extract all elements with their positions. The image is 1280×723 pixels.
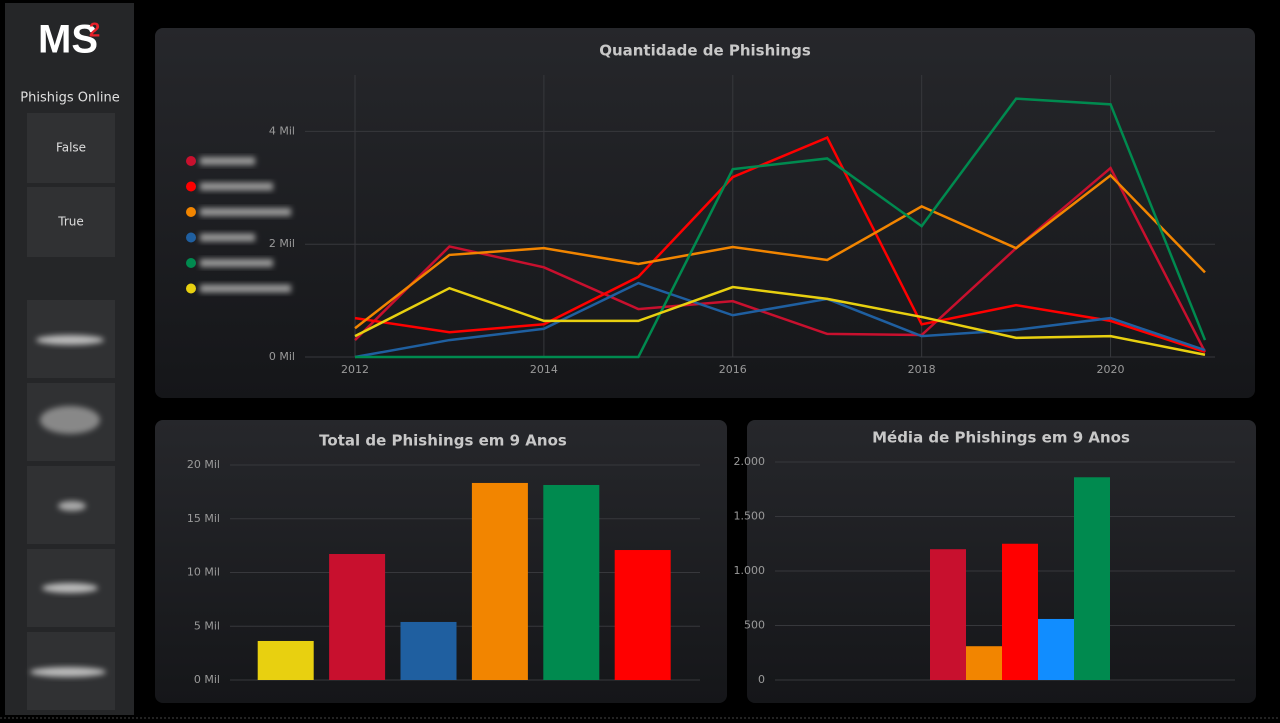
legend-blur (200, 208, 291, 216)
y-tick-label: 0 (758, 673, 765, 686)
filter-label[interactable]: True (57, 215, 84, 229)
legend-marker (186, 232, 196, 243)
y-tick-label: 4 Mil (269, 124, 295, 137)
x-tick-label: 2016 (719, 363, 747, 376)
line-series (354, 166, 1207, 353)
bar (471, 482, 528, 680)
x-tick-label: 2012 (341, 363, 369, 376)
bar (257, 640, 314, 680)
bar (1038, 618, 1074, 680)
legend-blur (200, 157, 255, 165)
x-tick-label: 2020 (1097, 363, 1125, 376)
legend-marker (186, 181, 196, 192)
y-tick-label: 500 (744, 619, 765, 632)
chart-title: Total de Phishings em 9 Anos (319, 432, 567, 450)
y-tick-label: 0 Mil (269, 350, 295, 363)
blurred-thumbnails (27, 300, 115, 710)
line-series (354, 285, 1206, 356)
y-tick-label: 15 Mil (187, 512, 220, 525)
logo-sup: 2 (89, 19, 100, 41)
bar (400, 621, 457, 680)
y-tick-label: 10 Mil (187, 566, 220, 579)
bar (614, 550, 671, 680)
legend-marker (186, 156, 196, 166)
legend-blur (200, 233, 255, 242)
line-series (354, 281, 1206, 359)
legend-marker (186, 207, 196, 217)
y-tick-label: 0 Mil (194, 673, 220, 686)
filter-button[interactable] (27, 113, 115, 183)
legend-marker (186, 258, 196, 268)
legend-blur (200, 259, 273, 267)
legend-blur (200, 284, 291, 293)
y-tick-label: 2 Mil (269, 237, 295, 250)
filter-button[interactable] (27, 187, 115, 257)
line-series (354, 136, 1206, 354)
y-tick-label: 2.000 (734, 455, 766, 468)
y-tick-label: 5 Mil (194, 619, 220, 632)
bar (966, 646, 1002, 680)
y-tick-label: 1.000 (734, 564, 766, 577)
bar (329, 554, 386, 680)
chart-title: Quantidade de Phishings (599, 42, 811, 60)
bar (1074, 477, 1110, 680)
sidebar-title: Phishigs Online (20, 91, 119, 106)
legend-blur (200, 182, 273, 191)
y-tick-label: 1.500 (734, 510, 766, 523)
legend-marker (186, 283, 196, 294)
filter-label[interactable]: False (56, 141, 86, 155)
line-series (354, 173, 1206, 330)
panel (747, 420, 1256, 703)
chart-title: Média de Phishings em 9 Anos (872, 429, 1130, 447)
panel (155, 28, 1255, 398)
y-tick-label: 20 Mil (187, 458, 220, 471)
bar (1002, 543, 1038, 680)
line-series (355, 97, 1207, 359)
logo: MS (38, 18, 98, 62)
x-tick-label: 2014 (530, 363, 558, 376)
x-tick-label: 2018 (908, 363, 936, 376)
bar (930, 549, 966, 680)
bar (543, 484, 600, 680)
